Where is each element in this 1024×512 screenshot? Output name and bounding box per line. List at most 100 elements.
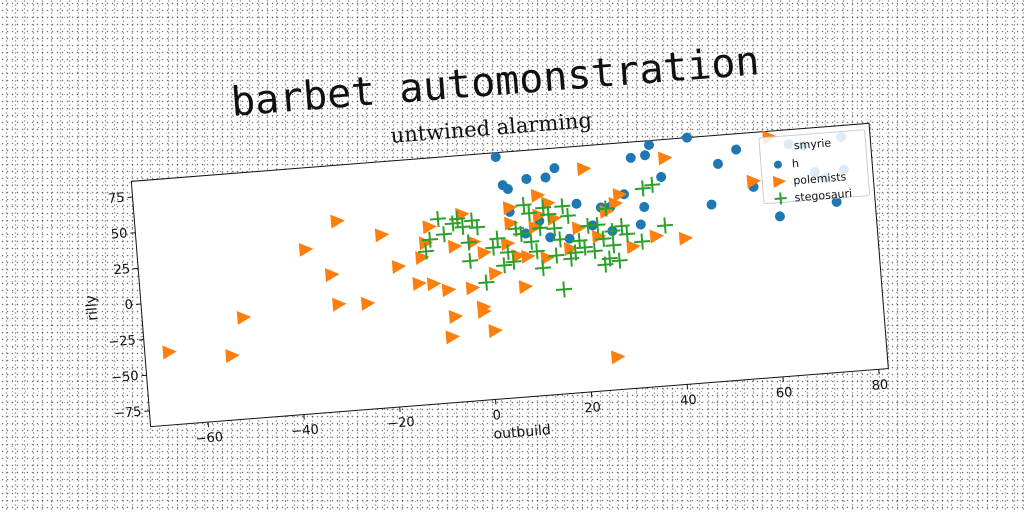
scatter-point-stegosauri xyxy=(589,216,606,234)
scatter-point-h xyxy=(635,219,646,230)
scatter-point-polemists xyxy=(441,283,457,298)
scatter-point-stegosauri xyxy=(613,217,630,235)
scatter-point-stegosauri xyxy=(656,217,674,234)
legend-box xyxy=(758,129,871,205)
scatter-point-stegosauri xyxy=(460,234,477,251)
x-tick-label: 40 xyxy=(680,393,698,409)
scatter-point-polemists xyxy=(518,280,534,295)
y-axis-label: rilly xyxy=(83,294,101,321)
legend-marker-h xyxy=(773,160,782,169)
y-tick-label: 25 xyxy=(113,262,131,278)
scatter-point-polemists xyxy=(500,237,516,252)
scatter-point-stegosauri xyxy=(554,198,571,215)
scatter-point-polemists xyxy=(422,220,437,235)
scatter-point-polemists xyxy=(391,260,407,274)
legend-marker-stegosauri xyxy=(774,192,787,205)
scatter-point-h xyxy=(625,152,636,163)
scatter-point-stegosauri xyxy=(595,230,612,247)
scatter-point-polemists xyxy=(746,174,762,189)
axes: −60 −40 −20 0 20 40 60 80 −75 −50 −25 0 25 50 75 xyxy=(108,191,889,447)
scatter-point-polemists xyxy=(225,349,240,364)
legend: smyrie h polemists stegosauri xyxy=(758,129,871,205)
scatter-point-polemists xyxy=(547,211,562,226)
scatter-point-stegosauri xyxy=(449,210,466,227)
scatter-point-polemists xyxy=(445,330,461,345)
scatter-point-polemists xyxy=(162,345,177,360)
scatter-point-stegosauri xyxy=(528,243,545,260)
scatter-point-polemists xyxy=(530,188,546,203)
data-marks xyxy=(162,130,849,365)
scatter-point-polemists xyxy=(415,251,430,265)
legend-marker-polemists xyxy=(772,176,787,188)
scatter-point-stegosauri xyxy=(531,220,548,237)
scatter-point-polemists xyxy=(576,162,592,177)
scatter-point-polemists xyxy=(332,297,347,312)
figure-title: barbet automonstration xyxy=(229,38,761,125)
y-tick-label: 75 xyxy=(108,191,126,207)
scatter-point-stegosauri xyxy=(505,253,522,270)
scatter-point-stegosauri xyxy=(634,180,651,197)
scatter-point-polemists xyxy=(298,242,314,257)
y-tick-label: −75 xyxy=(113,405,142,422)
chart-panel: untwined alarming −60 −40 −20 0 20 40 60 80−75−… xyxy=(83,108,889,447)
scatter-point-h xyxy=(644,139,655,150)
y-tick-label: 50 xyxy=(110,226,128,242)
scatter-point-stegosauri xyxy=(567,244,584,261)
x-axis-label: outbuild xyxy=(493,422,551,442)
scatter-point-stegosauri xyxy=(454,218,471,236)
scatter-point-polemists xyxy=(626,240,641,255)
scatter-point-polemists xyxy=(477,246,492,261)
scatter-point-stegosauri xyxy=(521,205,538,222)
scatter-point-h xyxy=(490,152,501,163)
x-tick-label: 0 xyxy=(492,408,501,424)
scatter-point-h xyxy=(706,199,717,210)
scatter-point-stegosauri xyxy=(417,243,435,260)
scatter-point-polemists xyxy=(571,221,587,236)
scatter-point-stegosauri xyxy=(586,243,603,260)
scatter-point-stegosauri xyxy=(605,237,622,254)
scatter-point-stegosauri xyxy=(576,239,593,256)
scatter-point-stegosauri xyxy=(485,239,502,256)
scatter-point-h xyxy=(521,173,532,184)
scatter-point-polemists xyxy=(412,277,427,292)
scatter-point-polemists xyxy=(324,268,340,283)
scatter-point-stegosauri xyxy=(559,207,576,224)
scatter-point-h xyxy=(502,184,513,195)
scatter-point-h xyxy=(549,163,560,174)
scatter-point-stegosauri xyxy=(546,220,563,237)
scatter-point-stegosauri xyxy=(515,196,532,214)
scatter-point-stegosauri xyxy=(548,247,565,264)
scatter-point-stegosauri xyxy=(634,233,651,250)
scatter-point-stegosauri xyxy=(597,200,614,217)
chart-title: untwined alarming xyxy=(390,108,593,148)
scatter-point-h xyxy=(831,196,842,207)
scatter-point-h xyxy=(640,150,651,161)
scatter-point-polemists xyxy=(612,188,628,203)
legend-label-h: h xyxy=(791,157,799,171)
scatter-point-polemists xyxy=(610,350,626,365)
x-tick-label: 60 xyxy=(775,385,793,401)
scatter-point-polemists xyxy=(488,266,504,281)
scatter-point-stegosauri xyxy=(551,231,569,248)
x-tick-label: −60 xyxy=(195,430,224,447)
scatter-point-polemists xyxy=(360,296,376,311)
scatter-point-stegosauri xyxy=(462,252,479,269)
legend-label-polemists: polemists xyxy=(793,170,847,187)
scatter-point-stegosauri xyxy=(644,176,661,193)
scatter-point-stegosauri xyxy=(523,233,540,250)
scatter-point-polemists xyxy=(488,324,503,339)
scatter-point-polemists xyxy=(521,249,536,264)
x-tick-label: −20 xyxy=(387,415,416,432)
scatter-point-stegosauri xyxy=(499,244,517,261)
scatter-point-polemists xyxy=(649,229,665,244)
scatter-point-stegosauri xyxy=(534,259,552,277)
scatter-point-h xyxy=(540,172,551,183)
scatter-point-polemists xyxy=(448,310,464,325)
y-tick-label: −25 xyxy=(108,333,137,350)
scatter-point-stegosauri xyxy=(512,225,530,242)
scatter-point-stegosauri xyxy=(611,252,628,269)
scatter-point-polemists xyxy=(476,300,492,315)
scatter-point-stegosauri xyxy=(540,206,557,223)
scatter-point-polemists xyxy=(504,216,519,231)
